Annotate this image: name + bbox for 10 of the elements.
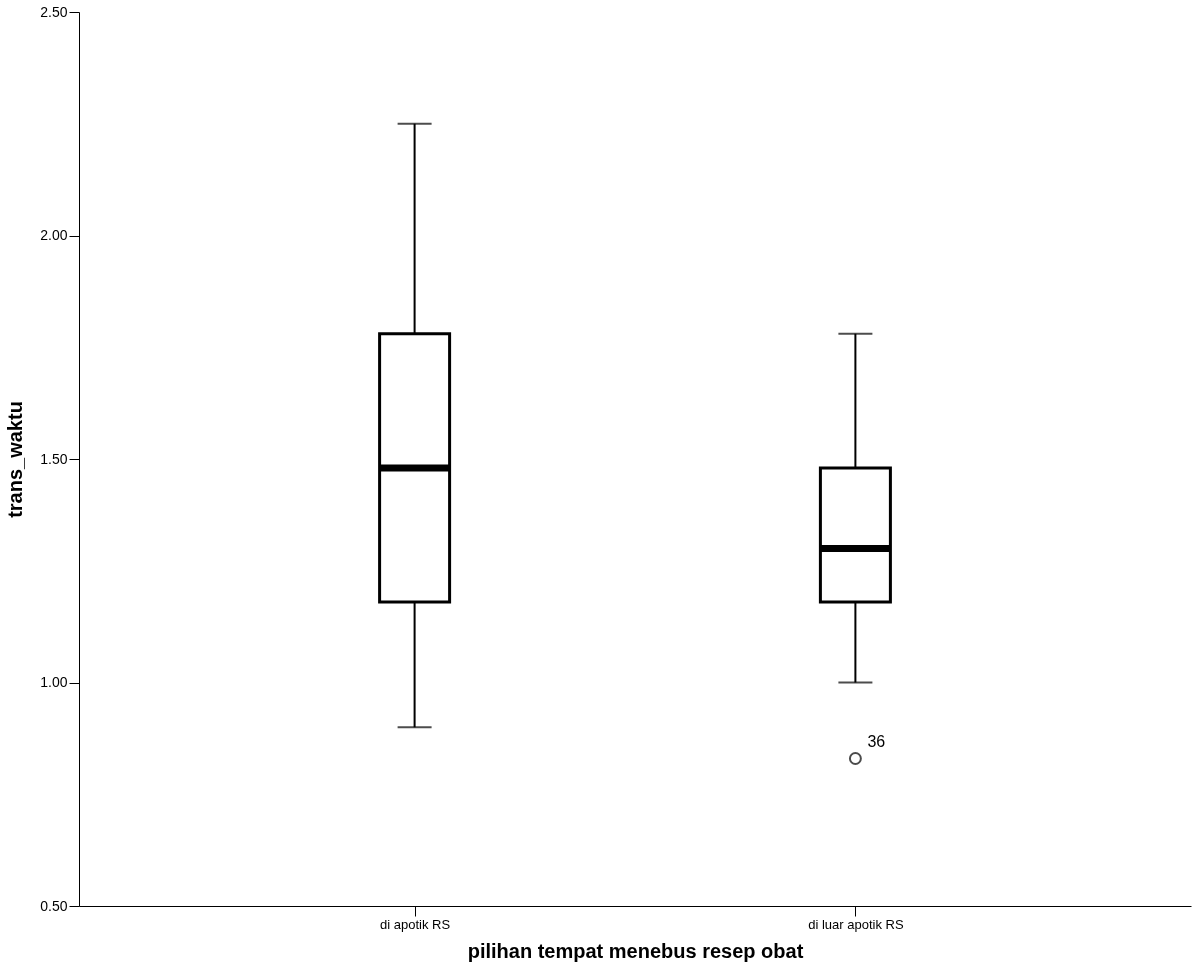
y-tick-label: 2.00 [40, 227, 68, 243]
y-tick-label: 0.50 [40, 897, 68, 914]
x-tick-label: di luar apotik RS [808, 916, 904, 932]
y-axis-title: trans_waktu [4, 401, 27, 518]
annotation: 36 [867, 733, 886, 751]
y-tick-label: 2.50 [40, 3, 68, 20]
x-tick-label: di apotik RS [380, 916, 451, 932]
y-tick-label: 1.00 [40, 674, 68, 690]
y-tick-label: 1.50 [40, 450, 68, 467]
x-axis-title: pilihan tempat menebus resep obat [467, 939, 804, 962]
